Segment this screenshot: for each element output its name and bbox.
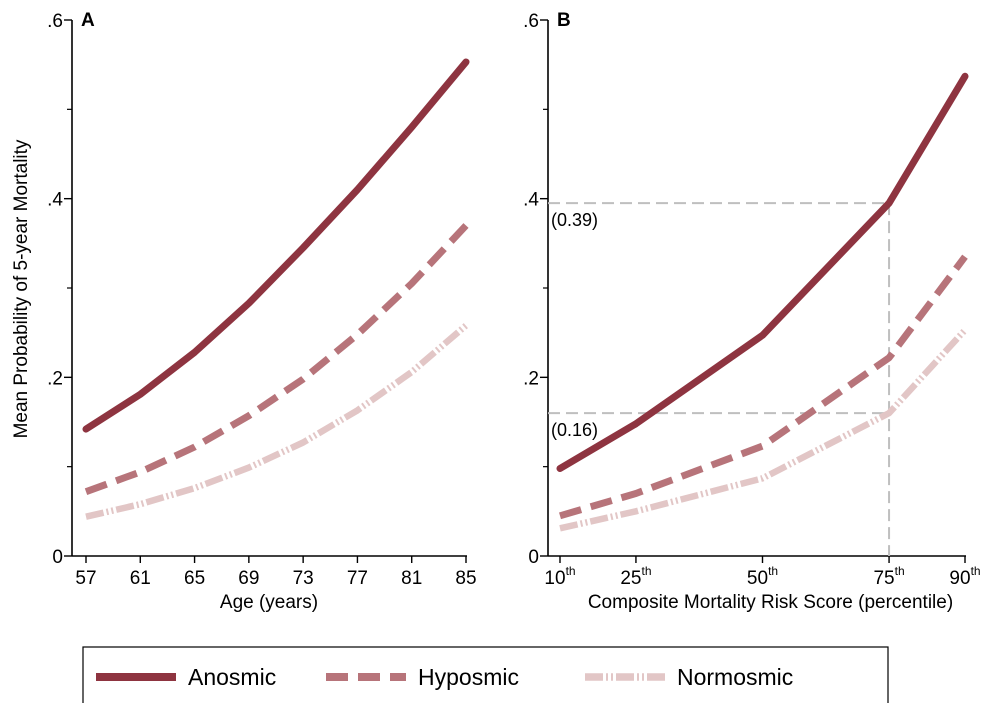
panel-b: 0 .2 .4 .6 10th 25th 50th 75th 90th B Composite Mo… (523, 10, 980, 613)
series-line-hyposmic (559, 254, 968, 520)
x-tick-label: 77 (347, 568, 368, 589)
x-tick-label: 50th (747, 564, 778, 589)
x-tick-label: 85 (455, 568, 476, 589)
x-tick-label: 10th (544, 564, 575, 589)
reference-label: (0.39) (551, 210, 598, 230)
x-tick-suffix: th (971, 564, 981, 578)
y-tick-label: 0 (52, 547, 63, 568)
x-tick-label: 69 (238, 568, 259, 589)
y-tick-label: .2 (47, 368, 63, 389)
x-axis-title: Age (years) (220, 592, 318, 613)
x-tick-label: 81 (401, 568, 422, 589)
series-line-anosmic (82, 58, 470, 433)
x-tick-suffix: th (566, 564, 576, 578)
legend-box (82, 646, 889, 703)
panel-label: A (81, 10, 95, 31)
x-tick-suffix: th (768, 564, 778, 578)
y-tick-label: .4 (47, 190, 63, 211)
legend-label-anosmic: Anosmic (188, 664, 276, 690)
series-line-normosmic (85, 323, 469, 520)
legend-label-normosmic: Normosmic (677, 664, 793, 690)
y-axis-title: Mean Probability of 5-year Mortality (11, 139, 32, 438)
series-line-anosmic (556, 72, 969, 472)
x-tick-label: 65 (184, 568, 205, 589)
x-tick-suffix: th (895, 564, 905, 578)
x-tick-label: 57 (75, 568, 96, 589)
y-tick-label: .2 (523, 368, 539, 389)
x-tick-suffix: th (642, 564, 652, 578)
panel-a: 0 .2 .4 .6 57 61 65 69 73 77 81 85 A Age (years) (47, 10, 476, 613)
y-tick-label: .4 (523, 190, 539, 211)
reference-label: (0.16) (551, 420, 598, 440)
x-tick-label: 25th (620, 564, 651, 589)
legend: Anosmic Hyposmic Normosmic (82, 646, 889, 703)
legend-label-hyposmic: Hyposmic (418, 664, 519, 690)
x-axis-title: Composite Mortality Risk Score (percenti… (588, 592, 953, 613)
series-line-hyposmic (84, 223, 469, 495)
panel-label: B (557, 10, 571, 31)
x-tick-label: 90th (949, 564, 980, 589)
y-tick-label: 0 (528, 547, 539, 568)
x-tick-label: 73 (293, 568, 314, 589)
x-tick-label: 75th (873, 564, 904, 589)
x-tick-label: 61 (130, 568, 151, 589)
y-tick-label: .6 (523, 11, 539, 32)
y-tick-label: .6 (47, 11, 63, 32)
